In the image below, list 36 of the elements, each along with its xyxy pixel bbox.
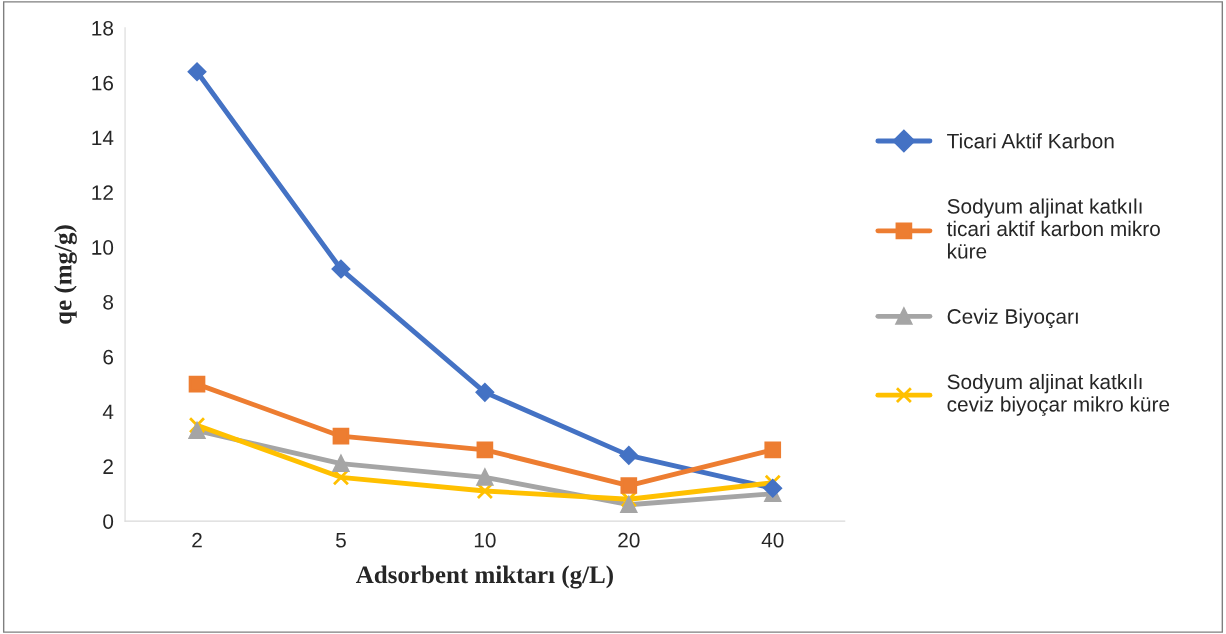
legend-label: Sodyum aljinat katkılı ceviz biyoçar mikro küre [947, 373, 1170, 416]
y-tick-label: 12 [92, 185, 113, 200]
point [476, 441, 494, 459]
y-tick-label: 16 [92, 75, 114, 91]
point [188, 416, 206, 434]
x-tick-label: 2 [192, 532, 202, 548]
point [763, 479, 782, 498]
point [188, 422, 206, 440]
point [764, 441, 782, 459]
point [331, 259, 351, 279]
x-tick-label: 20 [618, 532, 640, 548]
point [620, 496, 638, 514]
legend-label: Ticari Aktif Karbon [947, 133, 1114, 149]
x-tick-label: 10 [474, 532, 496, 548]
point [187, 62, 207, 81]
legend-label: Ceviz Biyoçarı [947, 308, 1078, 329]
x-axis-title: Adsorbent miktarı (g/L) [355, 565, 613, 589]
y-tick-label: 8 [103, 294, 114, 310]
y-axis-title: qe (mg/g) [54, 225, 77, 324]
point [188, 375, 206, 393]
point [476, 468, 494, 486]
y-tick-label: 14 [92, 130, 114, 146]
y-tick-label: 10 [92, 240, 114, 255]
y-tick-label: 0 [103, 514, 114, 529]
x-tick-label: 40 [761, 532, 784, 548]
point [620, 477, 638, 494]
y-tick-label: 18 [92, 20, 114, 36]
x-tick-label: 5 [335, 533, 346, 548]
legend-label: Sodyum aljinat katkılı ticari aktif karbon mikro küre [946, 198, 1160, 259]
y-tick-label: 2 [103, 459, 113, 474]
point [475, 383, 495, 402]
point [332, 427, 350, 445]
point [619, 446, 639, 465]
y-tick-label: 4 [102, 404, 114, 420]
y-tick-label: 6 [103, 349, 114, 365]
point [332, 455, 350, 472]
